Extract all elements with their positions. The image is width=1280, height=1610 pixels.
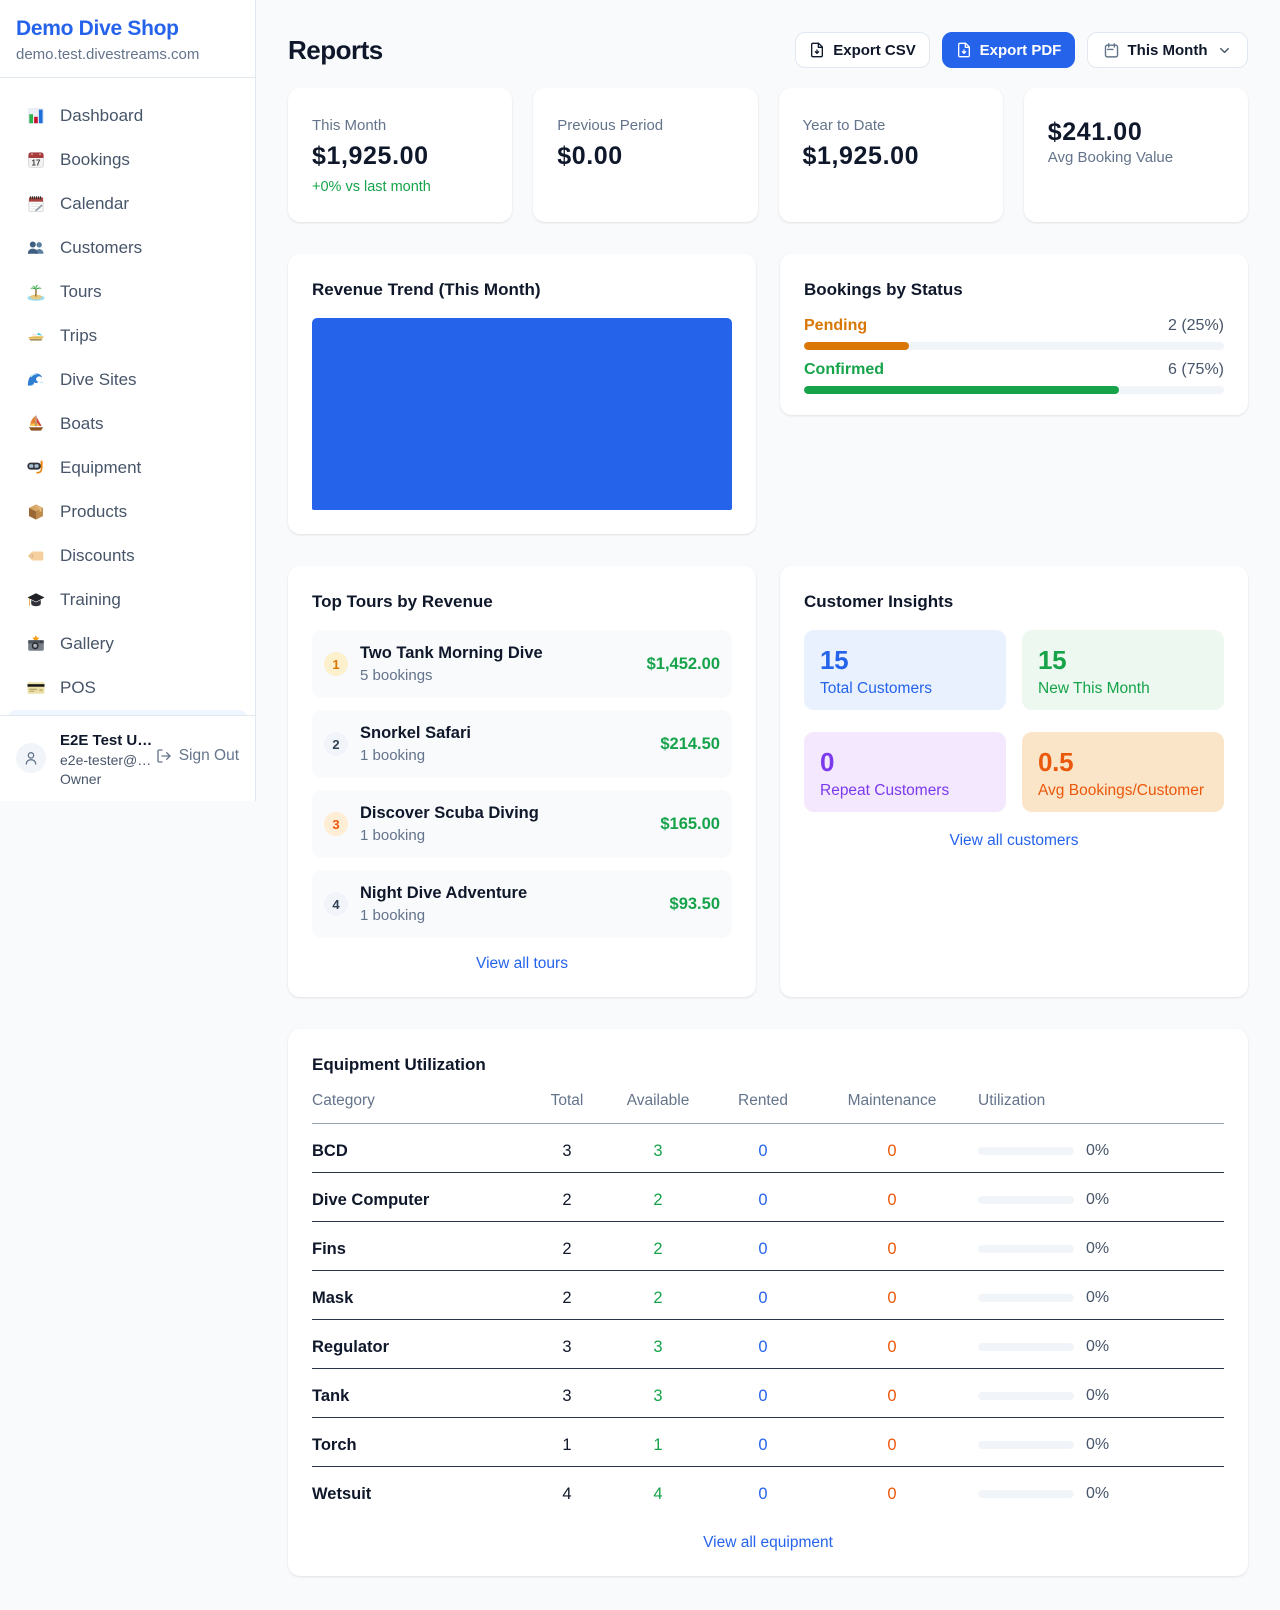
- svg-text:17: 17: [32, 159, 41, 168]
